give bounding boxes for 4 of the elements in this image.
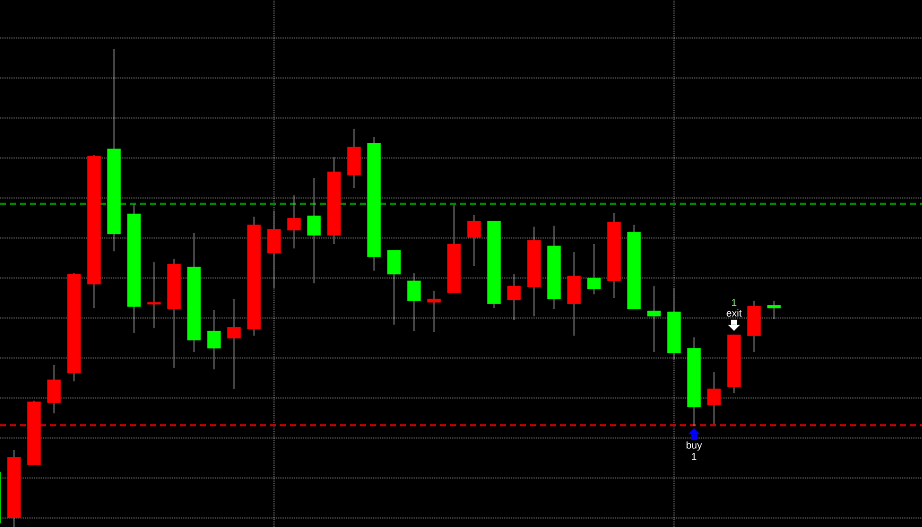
annotation: buy <box>686 441 702 451</box>
annotation: 1 <box>732 299 736 306</box>
annotation: exit <box>726 309 742 317</box>
annotation: 1 <box>692 453 696 460</box>
